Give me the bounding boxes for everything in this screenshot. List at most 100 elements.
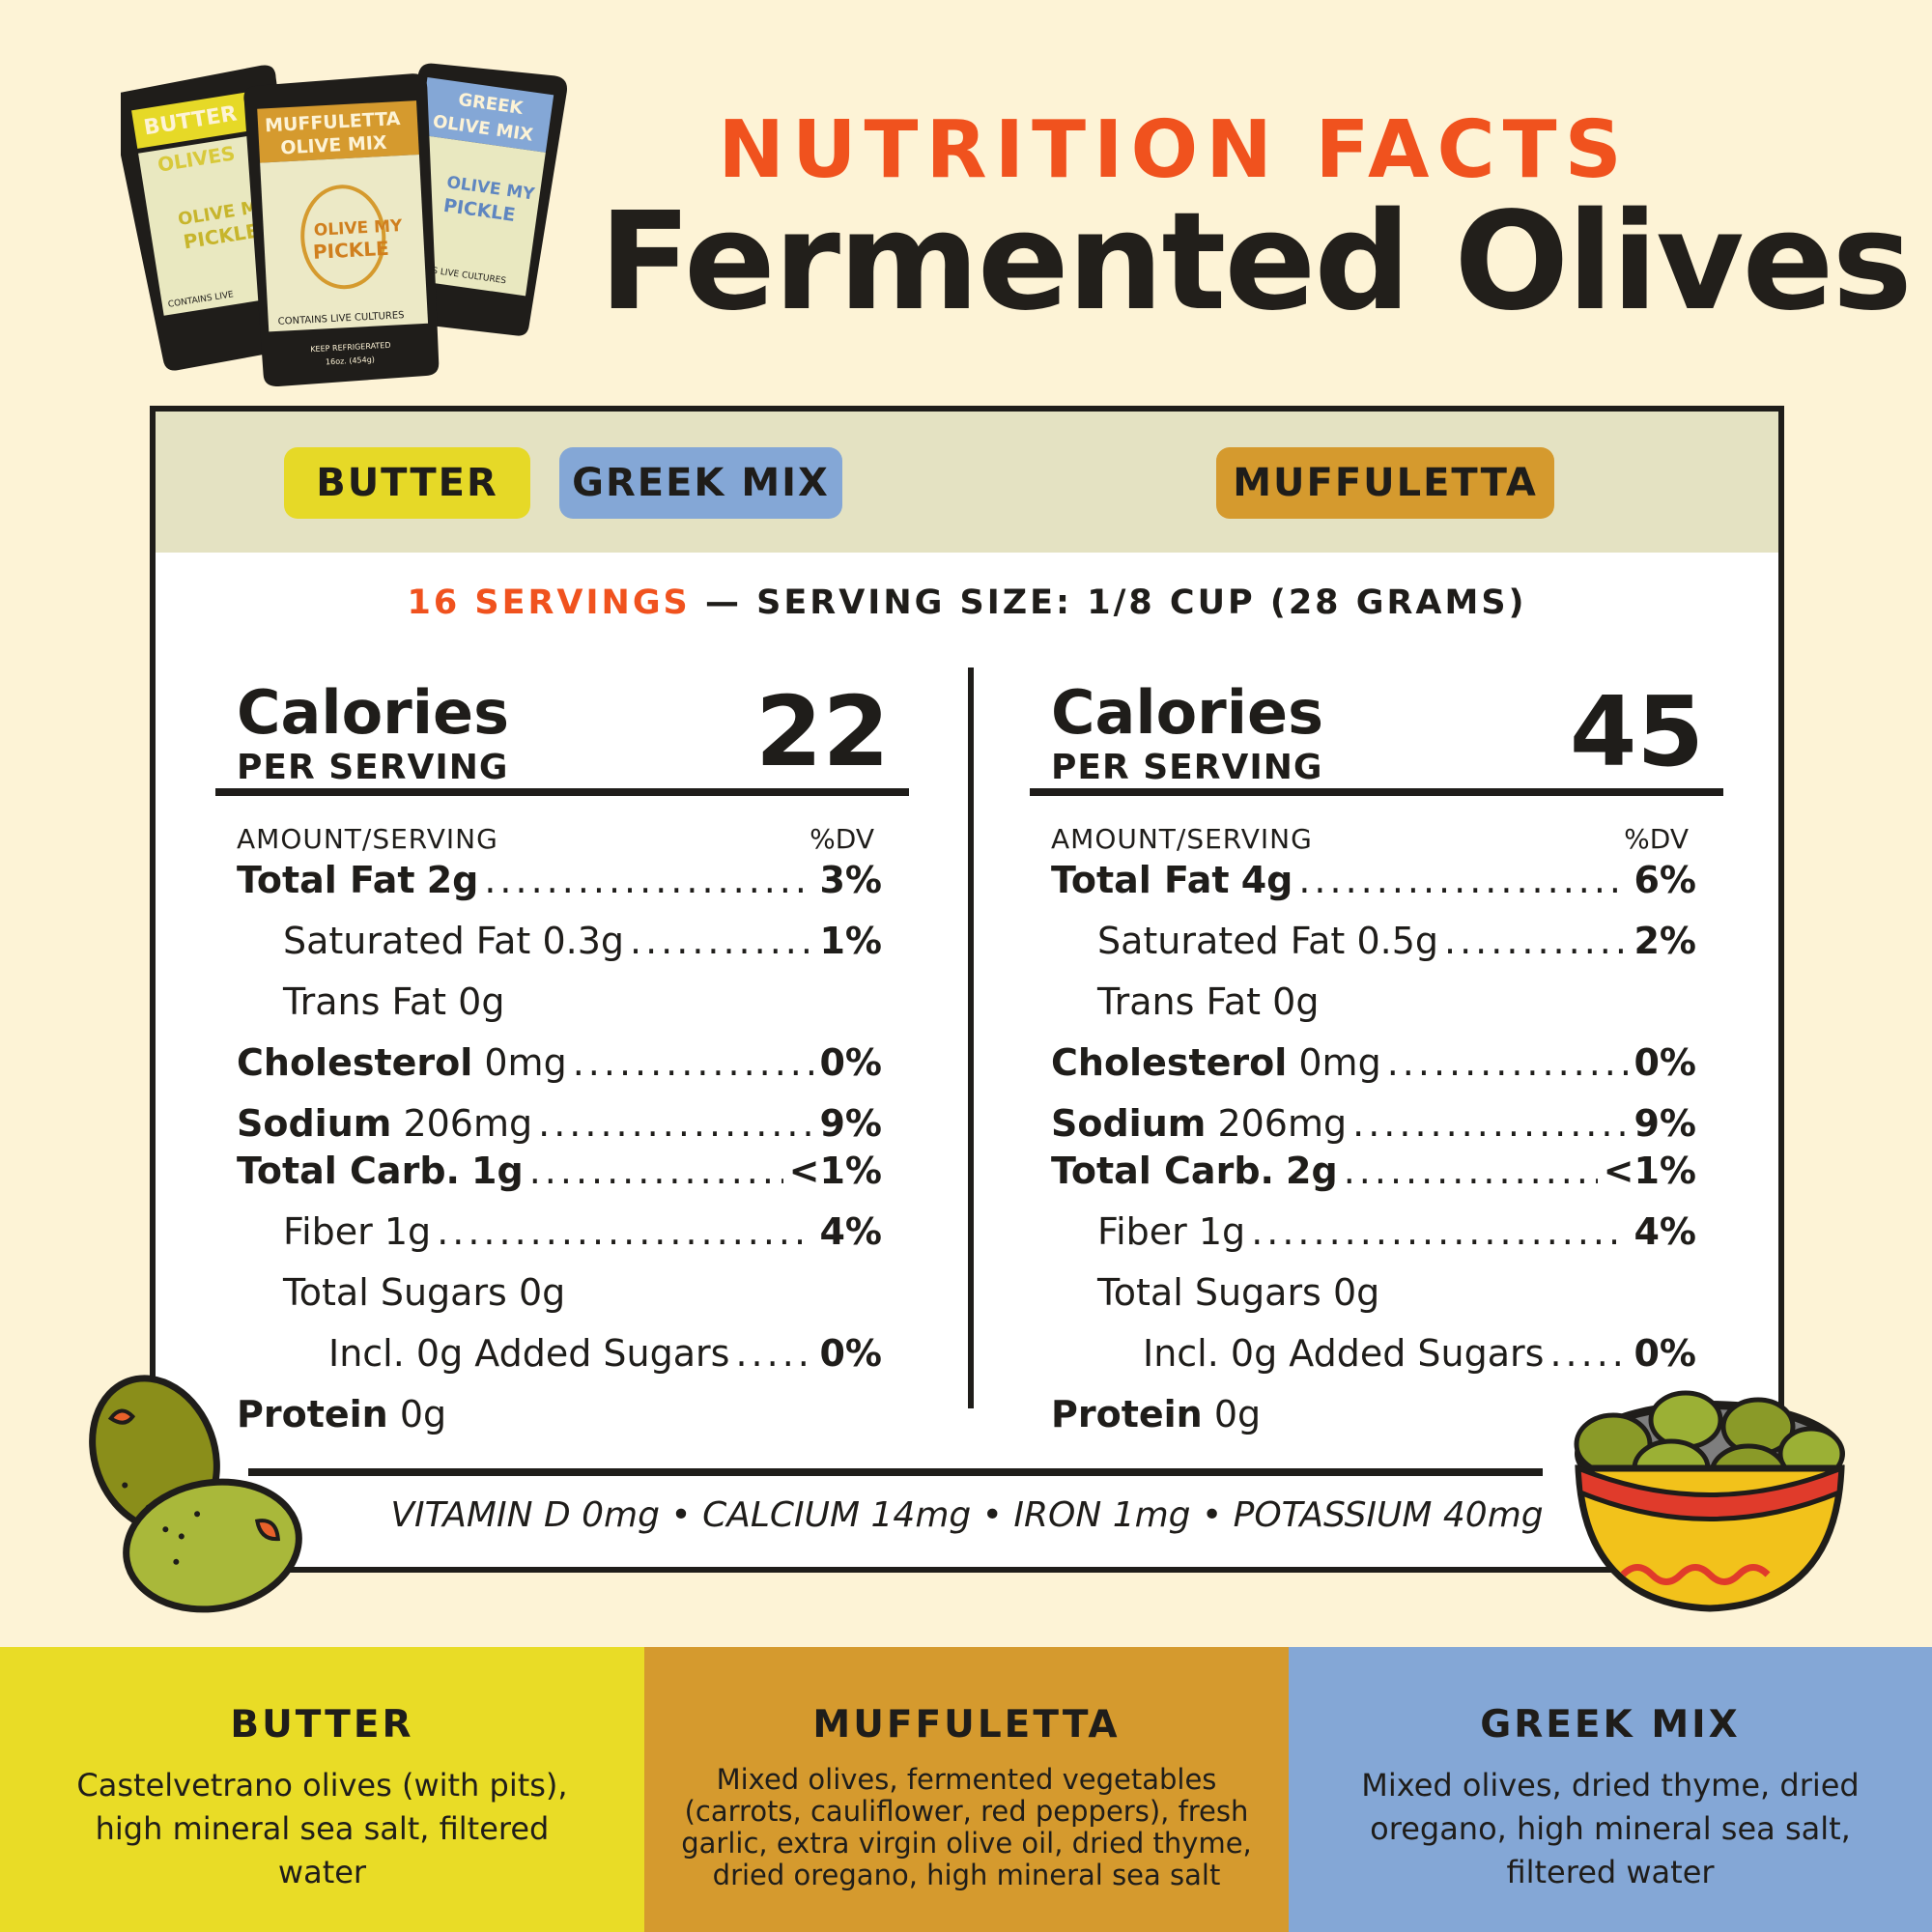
nutrient-amount: 0g [399, 1393, 447, 1435]
nutrient-row-sodium: Sodium 206mg 9% [1051, 1102, 1696, 1145]
nutrient-row-protein: Protein 0g [237, 1393, 882, 1435]
nutrient-row-total-sugars: Total Sugars 0g [1097, 1271, 1696, 1314]
nutrient-row-fiber: Fiber 1g 4% [283, 1210, 882, 1253]
nutrient-row-cholesterol: Cholesterol 0mg 0% [237, 1041, 882, 1084]
nutrient-dv: 0% [1634, 1332, 1696, 1375]
nutrient-row-total-carb: Total Carb. 2g <1% [1051, 1150, 1696, 1192]
nutrient-row-protein: Protein 0g [1051, 1393, 1696, 1435]
tab-greek-mix: GREEK MIX [559, 447, 842, 519]
panel-header: BUTTER GREEK MIX MUFFULETTA [156, 412, 1778, 553]
amount-per-serving-label: AMOUNT/SERVING [1051, 823, 1313, 855]
nutrient-amount: 206mg [1217, 1102, 1348, 1145]
calories-rule [215, 788, 909, 796]
nutrient-dv: 4% [819, 1210, 882, 1253]
column-divider [968, 668, 974, 1408]
nutrient-name: Incl. 0g Added Sugars [328, 1332, 730, 1375]
nutrient-amount: 1g [471, 1150, 524, 1192]
nutrient-name: Fiber [1097, 1210, 1187, 1253]
nutrient-amount: 0.5g [1356, 920, 1438, 962]
flavor-card-muffuletta: MUFFULETTA Mixed olives, fermented veget… [644, 1647, 1289, 1932]
dv-header: %DV [1624, 823, 1689, 855]
nutrient-dv: 0% [1634, 1041, 1696, 1084]
nutrient-name: Total Fat [237, 859, 415, 901]
nutrient-name: Trans Fat [1097, 980, 1262, 1023]
flavor-name: BUTTER [230, 1703, 414, 1747]
flavor-card-butter: BUTTER Castelvetrano olives (with pits),… [0, 1647, 644, 1932]
nutrient-name: Sodium [1051, 1102, 1207, 1145]
nutrient-row-added-sugars: Incl. 0g Added Sugars 0% [1143, 1332, 1696, 1375]
nutrient-amount: 0mg [484, 1041, 567, 1084]
nutrient-name: Total Sugars [283, 1271, 507, 1314]
calories-value: 22 [754, 675, 890, 788]
nutrient-dv: <1% [1603, 1150, 1696, 1192]
flavor-ingredients: Mixed olives, fermented vegetables (carr… [681, 1763, 1252, 1891]
vitamins-minerals: VITAMIN D 0mg • CALCIUM 14mg • IRON 1mg … [390, 1495, 1544, 1535]
nutrient-amount: 0g [1213, 1393, 1262, 1435]
nutrient-row-total-fat: Total Fat 2g 3% [237, 859, 882, 901]
eyebrow-nutrition-facts: NUTRITION FACTS [718, 104, 1630, 196]
nutrient-dv: 0% [819, 1041, 882, 1084]
nutrient-dv: <1% [788, 1150, 882, 1192]
serving-size: — SERVING SIZE: 1/8 CUP (28 GRAMS) [704, 583, 1527, 622]
nutrient-row-total-fat: Total Fat 4g 6% [1051, 859, 1696, 901]
nutrient-row-added-sugars: Incl. 0g Added Sugars 0% [328, 1332, 882, 1375]
calories-value: 45 [1569, 675, 1704, 788]
nutrient-name: Total Sugars [1097, 1271, 1321, 1314]
nutrient-amount: 2g [426, 859, 479, 901]
nutrient-name: Protein [1051, 1393, 1203, 1435]
olive-bowl-illustration [1574, 1390, 1845, 1612]
muffuletta-package: MUFFULETTA OLIVE MIX OLIVE MY PICKLE CON… [243, 73, 440, 386]
amount-per-serving-label: AMOUNT/SERVING [237, 823, 498, 855]
nutrient-dv: 3% [819, 859, 882, 901]
nutrient-dv: 2% [1634, 920, 1696, 962]
nutrient-dv: 9% [819, 1102, 882, 1145]
nutrient-name: Cholesterol [1051, 1041, 1288, 1084]
nutrition-column-right: Calories PER SERVING 45 AMOUNT/SERVING %… [1030, 668, 1725, 1435]
nutrient-row-trans-fat: Trans Fat 0g [283, 980, 882, 1023]
tab-muffuletta: MUFFULETTA [1216, 447, 1554, 519]
nutrient-name: Protein [237, 1393, 388, 1435]
page-title: Fermented Olives [599, 184, 1913, 341]
nutrient-row-cholesterol: Cholesterol 0mg 0% [1051, 1041, 1696, 1084]
nutrient-amount: 0g [458, 980, 505, 1023]
nutrient-name: Cholesterol [237, 1041, 473, 1084]
nutrient-amount: 0g [1332, 1271, 1380, 1314]
nutrition-panel: BUTTER GREEK MIX MUFFULETTA 16 SERVINGS … [150, 406, 1784, 1573]
nutrient-amount: 0g [1272, 980, 1320, 1023]
nutrient-row-fiber: Fiber 1g 4% [1097, 1210, 1696, 1253]
nutrient-name: Total Carb. [237, 1150, 460, 1192]
nutrient-amount: 4g [1240, 859, 1293, 901]
nutrient-amount: 0g [518, 1271, 566, 1314]
nutrient-dv: 9% [1634, 1102, 1696, 1145]
nutrient-amount: 2g [1286, 1150, 1338, 1192]
calories-label: Calories [1051, 677, 1323, 748]
nutrient-name: Trans Fat [283, 980, 447, 1023]
nutrient-amount: 0mg [1298, 1041, 1381, 1084]
nutrient-amount: 1g [384, 1210, 432, 1253]
nutrient-dv: 6% [1634, 859, 1696, 901]
nutrient-name: Sodium [237, 1102, 392, 1145]
calories-label: Calories [237, 677, 509, 748]
muffuletta-package-brand-line1: OLIVE MY [313, 216, 403, 241]
tab-butter: BUTTER [284, 447, 530, 519]
nutrient-name: Saturated Fat [283, 920, 531, 962]
greek-package: GREEK OLIVE MIX OLIVE MY PICKLE IS LIVE … [383, 63, 568, 336]
olive-packages-illustration: BUTTER OLIVES OLIVE MY PICKLE CONTAINS L… [121, 63, 568, 386]
nutrient-name: Total Carb. [1051, 1150, 1274, 1192]
per-serving-label: PER SERVING [237, 748, 509, 787]
nutrient-dv: 4% [1634, 1210, 1696, 1253]
muffuletta-package-fine-2: 16oz. (454g) [326, 355, 375, 367]
flavor-name: GREEK MIX [1480, 1703, 1741, 1747]
vitamins-rule [248, 1468, 1543, 1476]
muffuletta-package-brand-line2: PICKLE [312, 237, 389, 264]
dv-header: %DV [810, 823, 874, 855]
nutrient-row-trans-fat: Trans Fat 0g [1097, 980, 1696, 1023]
flavor-name: MUFFULETTA [812, 1703, 1121, 1747]
nutrient-row-saturated-fat: Saturated Fat 0.5g 2% [1097, 920, 1696, 962]
servings-count: 16 SERVINGS [407, 583, 691, 622]
nutrient-dv: 1% [819, 920, 882, 962]
calories-rule [1030, 788, 1723, 796]
nutrition-column-left: Calories PER SERVING 22 AMOUNT/SERVING %… [215, 668, 911, 1435]
flavor-ingredients: Mixed olives, dried thyme, dried oregano… [1361, 1767, 1860, 1890]
nutrient-name: Saturated Fat [1097, 920, 1346, 962]
